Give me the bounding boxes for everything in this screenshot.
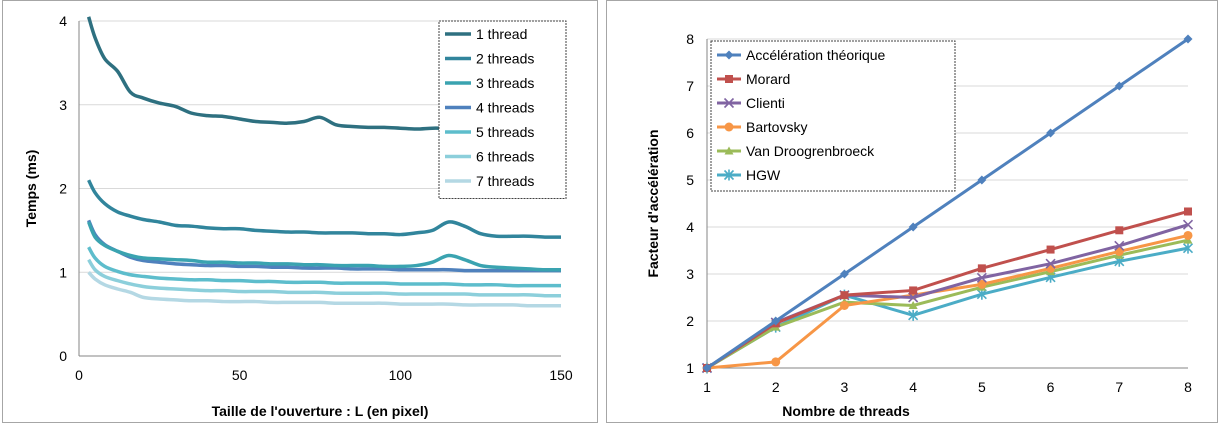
data-point-bartovsky [771, 357, 781, 367]
legend-label-1-thread: 1 thread [476, 26, 527, 42]
legend-box [438, 20, 567, 199]
data-point-clienti [908, 292, 919, 303]
data-point-morard [1184, 207, 1192, 216]
x-tick-label: 100 [389, 367, 413, 383]
legend-label-van-droogrenbroeck: Van Droogrenbroeck [746, 143, 875, 159]
x-tick-label: 6 [1047, 379, 1055, 395]
data-point-morard [977, 264, 986, 273]
legend-label-3-threads: 3 threads [476, 75, 534, 91]
series-line-4-threads [87, 219, 561, 273]
legend-marker [723, 97, 735, 109]
data-point-acc-l-ration-th-orique [1183, 34, 1193, 44]
x-axis-title: Nombre de threads [782, 403, 910, 419]
y-tick-label: 6 [686, 125, 694, 141]
data-point-acc-l-ration-th-orique [908, 222, 918, 232]
data-point-clienti [976, 272, 987, 283]
y-tick-label: 1 [686, 360, 694, 376]
legend-label-2-threads: 2 threads [476, 51, 534, 67]
legend-marker [723, 169, 735, 181]
y-tick-label: 8 [686, 31, 694, 47]
legend-marker [725, 75, 733, 83]
x-tick-label: 1 [703, 379, 711, 395]
y-axis-title: Facteur d'accélération [645, 129, 661, 277]
y-tick-label: 3 [59, 97, 67, 113]
data-point-morard [1046, 245, 1055, 254]
data-point-acc-l-ration-th-orique [1114, 81, 1124, 91]
data-point-morard [840, 291, 849, 300]
data-point-bartovsky [1183, 230, 1193, 240]
legend: Accélération théorique Morard Clienti Barto… [710, 40, 956, 192]
series-line-bartovsky [706, 233, 1189, 370]
speedup-chart-svg: 1 2 3 4 5 6 7 8 1 2 3 4 5 6 7 8 Nombre de threads Facteur… [645, 31, 1194, 419]
legend-marker [724, 50, 734, 60]
y-tick-label: 3 [686, 266, 694, 282]
legend-label-4-threads: 4 threads [476, 100, 534, 116]
series-line-5-threads [87, 246, 561, 288]
y-axis-title: Temps (ms) [23, 150, 39, 228]
data-point-van-droogrenbroeck [908, 300, 918, 309]
y-tick-label: 4 [686, 219, 694, 235]
y-tick-label: 4 [59, 13, 67, 29]
x-tick-label: 8 [1184, 379, 1192, 395]
legend-label-acc-l-ration-th-orique: Accélération théorique [746, 47, 886, 63]
x-tick-label: 0 [75, 367, 83, 383]
data-point-acc-l-ration-th-orique [771, 316, 781, 326]
legend-marker [724, 146, 734, 155]
data-point-acc-l-ration-th-orique [1046, 128, 1056, 138]
data-point-hgw [908, 309, 919, 321]
data-point-acc-l-ration-th-orique [702, 363, 712, 373]
legend: 1 thread 2 threads 3 threads 4 threads 5 thr… [438, 20, 567, 199]
data-point-hgw [1182, 242, 1194, 254]
legend-label-clienti: Clienti [746, 95, 785, 111]
data-point-bartovsky [839, 300, 849, 310]
data-point-clienti [1114, 240, 1125, 251]
x-tick-label: 2 [772, 379, 780, 395]
data-point-clienti [1182, 219, 1194, 230]
x-tick-label: 50 [232, 367, 248, 383]
legend-label-hgw: HGW [746, 167, 781, 183]
x-axis-title: Taille de l'ouverture : L (en pixel) [212, 403, 429, 419]
x-tick-label: 3 [841, 379, 849, 395]
series-line-7-threads [87, 271, 561, 308]
series-line-morard [706, 210, 1189, 370]
chart-panel-time: 0 1 2 3 4 0 50 100 150 Taille de l'ouverture : L … [2, 0, 598, 423]
legend-label-bartovsky: Bartovsky [746, 119, 807, 135]
data-point-bartovsky [1114, 246, 1124, 256]
data-point-acc-l-ration-th-orique [977, 175, 987, 185]
x-tick-label: 7 [1115, 379, 1123, 395]
series-line-2-threads [87, 179, 562, 239]
legend-label-7-threads: 7 threads [476, 173, 534, 189]
y-tick-label: 2 [59, 181, 67, 197]
series-line-van-droogrenbroeck [706, 238, 1189, 370]
x-tick-label: 4 [909, 379, 917, 395]
series-line-6-threads [87, 258, 562, 298]
legend-marker [724, 122, 734, 132]
legend-label-6-threads: 6 threads [476, 149, 534, 165]
data-point-clienti [1045, 258, 1056, 269]
x-tick-label: 150 [549, 367, 573, 383]
data-point-acc-l-ration-th-orique [839, 269, 849, 279]
data-point-morard [1115, 226, 1124, 235]
series-line-acc-l-ration-th-orique [706, 37, 1189, 370]
y-tick-label: 0 [59, 348, 67, 364]
time-chart-svg: 0 1 2 3 4 0 50 100 150 Taille de l'ouverture : L … [23, 13, 573, 419]
plot-area [701, 34, 1194, 374]
series-line-hgw [706, 246, 1189, 370]
legend-label-morard: Morard [746, 71, 790, 87]
y-tick-label: 7 [686, 78, 694, 94]
y-tick-label: 2 [686, 313, 694, 329]
legend-box [710, 40, 956, 192]
y-tick-label: 5 [686, 172, 694, 188]
series-line-3-threads [87, 221, 562, 272]
chart-panel-speedup: 1 2 3 4 5 6 7 8 1 2 3 4 5 6 7 8 Nombre de threads Facteur… [606, 0, 1218, 423]
y-tick-label: 1 [59, 264, 67, 280]
legend-label-5-threads: 5 threads [476, 124, 534, 140]
x-tick-label: 5 [978, 379, 986, 395]
data-point-morard [909, 286, 918, 295]
data-point-bartovsky [977, 279, 987, 289]
